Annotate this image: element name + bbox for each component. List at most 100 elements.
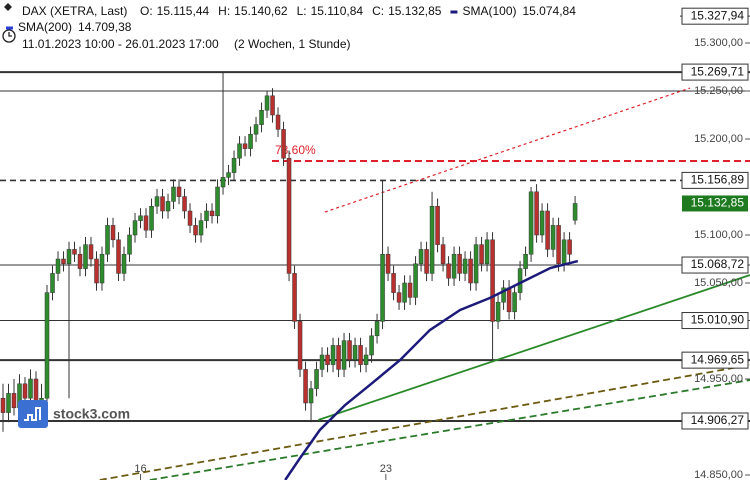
candle-body (138, 215, 143, 221)
candle-body (231, 157, 237, 173)
candle-body (297, 321, 303, 370)
candle-body (259, 109, 264, 125)
candle-body (72, 249, 77, 255)
sma-line (284, 259, 579, 480)
candle-body (215, 186, 220, 217)
candle-body (66, 249, 72, 265)
candle-body (286, 157, 292, 274)
y-tick-label: 15.200,00 (694, 133, 743, 145)
legend-name: SMA(100) (462, 4, 516, 18)
candle-body (451, 253, 457, 279)
candle-body (33, 378, 39, 404)
candle-body (220, 177, 226, 188)
candle-body (237, 143, 242, 159)
icon (4, 3, 12, 11)
candle-body (567, 239, 572, 255)
current-price-box (682, 195, 748, 212)
ohlc-value: 15.110,84 (311, 4, 364, 18)
candle-body (325, 354, 330, 365)
candle-body (154, 196, 160, 207)
candle-body (22, 383, 28, 399)
candle-body (402, 282, 407, 303)
candle-body (94, 258, 99, 284)
legend-value: 15.074,84 (523, 4, 577, 18)
candle-body (55, 258, 61, 274)
candle-body (275, 114, 281, 130)
candle-body (28, 378, 33, 399)
candle-body (116, 239, 121, 274)
ohlc-value: 15.115,44 (157, 4, 210, 18)
price-axis: 15.300,00 15.250,00 15.200,00 15.100,00 15.0… (681, 7, 750, 480)
candle-body (462, 258, 468, 274)
candle-body (0, 397, 6, 413)
candle-body (308, 388, 314, 404)
candle-body (242, 143, 248, 149)
level-label: 15.068,72 (691, 257, 745, 271)
level-label-box (681, 7, 749, 25)
current-price-label: 15.132,85 (691, 196, 745, 210)
header-bg (0, 0, 600, 54)
candle-body (165, 201, 171, 212)
candle-body (253, 124, 259, 135)
candle-body (77, 253, 83, 269)
candle-body (484, 239, 490, 265)
level-label-box (681, 412, 749, 430)
watermark: stock3.com (18, 400, 130, 428)
candle-body (303, 369, 308, 404)
candle-body (418, 249, 424, 265)
candle-body (424, 249, 429, 274)
candle-body (506, 287, 512, 313)
header: DAX (XETRA, Last) 11.01.2023 10:00 - 26.… (0, 0, 600, 54)
candle-body (512, 292, 517, 313)
x-tick-label: 23 (380, 463, 392, 475)
candle-body (292, 273, 297, 322)
candle-body (88, 244, 94, 260)
y-tick-label: 15.300,00 (694, 37, 743, 49)
level-label-box (681, 256, 749, 274)
level-label: 15.156,89 (691, 173, 745, 187)
watermark-glyph (24, 407, 41, 421)
y-tick-label: 14.850,00 (694, 469, 743, 480)
candle-body (132, 220, 138, 236)
candle-body (187, 210, 193, 226)
level-label-box (681, 63, 749, 81)
candle-body (407, 282, 413, 298)
candle-body (336, 345, 341, 370)
candle-body (44, 292, 50, 399)
candle-body (517, 268, 523, 293)
period-note: (2 Wochen, 1 Stunde) (234, 37, 351, 51)
candle-body (121, 253, 127, 274)
ohlc-name: O: (140, 4, 153, 18)
candle-body (385, 253, 391, 274)
candle-body (429, 205, 435, 274)
candle-body (550, 225, 556, 250)
candle-body (534, 191, 539, 236)
candle-body (545, 210, 550, 250)
candle-body (319, 354, 325, 370)
candle-body (209, 210, 215, 217)
level-label: 15.010,90 (691, 313, 745, 327)
candle-body (473, 244, 479, 284)
candle-body (380, 253, 385, 322)
candle-body (495, 301, 501, 322)
candle-body (270, 95, 275, 116)
candle-body (561, 239, 567, 265)
candle-body (182, 196, 187, 212)
candle-body (264, 95, 270, 111)
candle-body (539, 210, 545, 236)
candle-body (99, 253, 105, 284)
y-tick-label: 15.250,00 (694, 85, 743, 97)
candle-body (226, 172, 231, 178)
candle-body (11, 393, 17, 409)
candle-body (204, 210, 209, 221)
ohlc-name: C: (372, 4, 384, 18)
period: 11.01.2023 10:00 - 26.01.2023 17:00 (22, 37, 219, 51)
candle-body (457, 253, 462, 274)
candle-body (105, 225, 110, 255)
candle-body (358, 345, 363, 365)
y-tick-label: 15.100,00 (694, 229, 743, 241)
candle-body (446, 263, 451, 279)
candle-body (468, 258, 473, 284)
